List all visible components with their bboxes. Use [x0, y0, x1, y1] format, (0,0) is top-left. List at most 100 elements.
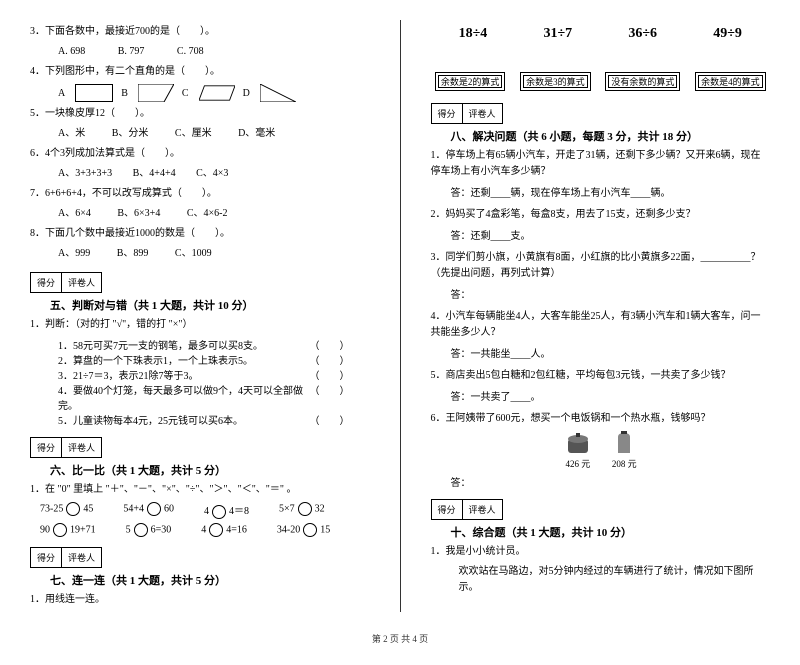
- box-rem-0: 没有余数的算式: [605, 72, 680, 91]
- p6-ans: 答：: [451, 474, 771, 489]
- p5: 5．商店卖出5包白糖和2包红糖，平均每包3元钱，一共卖了多少钱？: [431, 368, 771, 384]
- compare-row-2: 9019+71 56=30 44=16 34-2015: [40, 523, 370, 537]
- j3-row: 3．21÷7＝3，表示21除7等于3。（ ）: [30, 367, 370, 382]
- p1-ans: 答：还剩____辆，现在停车场上有小汽车____辆。: [451, 184, 771, 199]
- triangle-shape: [260, 84, 296, 102]
- q7-a: A、6×4: [58, 208, 91, 219]
- right-column: 18÷4 31÷7 36÷6 49÷9 余数是2的算式 余数是3的算式 没有余数…: [431, 20, 771, 612]
- q3-a: A. 698: [58, 46, 85, 57]
- q5-c: C、厘米: [175, 128, 212, 139]
- p5-ans: 答：一共卖了____。: [451, 388, 771, 403]
- p3-ans: 答：: [451, 286, 771, 301]
- score-label-8: 得分: [431, 103, 463, 124]
- q7-stem: 7．6+6+6+4，不可以改写成算式（ ）。: [30, 186, 370, 202]
- score-label: 得分: [30, 272, 62, 293]
- left-column: 3．下面各数中，最接近700的是（ ）。 A. 698 B. 797 C. 70…: [30, 20, 370, 612]
- q6-b: B、4+4+4: [133, 168, 176, 179]
- j1-row: 1．58元可买7元一支的钢笔，最多可以买8支。（ ）: [30, 337, 370, 352]
- q7-b: B、6×3+4: [117, 208, 160, 219]
- q8-stem: 8．下面几个数中最接近1000的数是（ ）。: [30, 226, 370, 242]
- q8-b: B、899: [117, 248, 149, 259]
- section-7-title: 七、连一连（共 1 大题，共计 5 分）: [50, 572, 226, 588]
- c-1b: 54+460: [123, 502, 174, 519]
- p4-ans: 答：一共能坐____人。: [451, 345, 771, 360]
- c-2b: 56=30: [126, 523, 172, 537]
- link-stem: 1．用线连一连。: [30, 592, 370, 608]
- q5-b: B、分米: [112, 128, 149, 139]
- j5: 5．儿童读物每本4元，25元钱可以买6本。: [58, 412, 310, 427]
- q6-c: C、4×3: [196, 168, 228, 179]
- j4: 4．要做40个灯笼，每天最多可以做9个，4天可以全部做完。: [58, 382, 310, 412]
- j4-row: 4．要做40个灯笼，每天最多可以做9个，4天可以全部做完。（ ）: [30, 382, 370, 412]
- remainder-boxes: 余数是2的算式 余数是3的算式 没有余数的算式 余数是4的算式: [431, 72, 771, 91]
- c-2a: 9019+71: [40, 523, 96, 537]
- score-box-10: 得分 评卷人: [431, 499, 771, 520]
- score-label-6: 得分: [30, 437, 62, 458]
- parallelogram-shape: [199, 85, 235, 101]
- box-rem-3: 余数是3的算式: [520, 72, 591, 91]
- div-2: 31÷7: [543, 26, 572, 42]
- j5-paren: （ ）: [310, 412, 350, 427]
- circle-blank: [303, 523, 317, 537]
- thermos-icon: 208 元: [612, 431, 637, 470]
- column-divider: [400, 20, 401, 612]
- p4: 4．小汽车每辆能坐4人，大客车能坐25人，有3辆小汽车和1辆大客车，问一共能坐多…: [431, 309, 771, 341]
- q7-c: C、4×6-2: [187, 208, 228, 219]
- j3-paren: （ ）: [310, 367, 350, 382]
- circle-blank: [209, 523, 223, 537]
- price-1: 426 元: [564, 457, 592, 470]
- t2: 欢欢站在马路边，对5分钟内经过的车辆进行了统计，情况如下图所示。: [431, 564, 771, 596]
- div-1: 18÷4: [459, 26, 488, 42]
- div-3: 36÷6: [628, 26, 657, 42]
- c-2d: 34-2015: [277, 523, 330, 537]
- q6-stem: 6．4个3列成加法算式是（ ）。: [30, 146, 370, 162]
- j1: 1．58元可买7元一支的钢笔，最多可以买8支。: [58, 337, 310, 352]
- j5-row: 5．儿童读物每本4元，25元钱可以买6本。（ ）: [30, 412, 370, 427]
- section-5-title: 五、判断对与错（共 1 大题，共计 10 分）: [50, 297, 254, 313]
- p6-images: 426 元 208 元: [431, 431, 771, 470]
- circle-blank: [298, 502, 312, 516]
- score-box-6: 得分 评卷人: [30, 437, 370, 458]
- q3-b: B. 797: [118, 46, 145, 57]
- page-container: 3．下面各数中，最接近700的是（ ）。 A. 698 B. 797 C. 70…: [30, 20, 770, 612]
- q3-options: A. 698 B. 797 C. 708: [30, 44, 370, 60]
- c-1d: 5×732: [279, 502, 325, 519]
- q4-lb: B: [121, 88, 128, 99]
- q4-ld: D: [243, 88, 250, 99]
- q3-c: C. 708: [177, 46, 204, 57]
- compare-row-1: 73-2545 54+460 44＝8 5×732: [40, 502, 370, 519]
- compare-stem: 1．在 "0" 里填上 "＋"、"－"、"×"、"÷"、"＞"、"＜"、"＝" …: [30, 482, 370, 498]
- grader-label: 评卷人: [62, 272, 102, 293]
- q8-a: A、999: [58, 248, 90, 259]
- circle-blank: [134, 523, 148, 537]
- j1-paren: （ ）: [310, 337, 350, 352]
- q5-a: A、米: [58, 128, 85, 139]
- trapezoid-shape: [138, 84, 174, 102]
- grader-label-6: 评卷人: [62, 437, 102, 458]
- div-4: 49÷9: [713, 26, 742, 42]
- t1: 1．我是小小统计员。: [431, 544, 771, 560]
- circle-blank: [212, 505, 226, 519]
- p2: 2．妈妈买了4盒彩笔，每盒8支，用去了15支，还剩多少支？: [431, 207, 771, 223]
- q7-options: A、6×4 B、6×3+4 C、4×6-2: [30, 206, 370, 222]
- j2: 2．算盘的一个下珠表示1，一个上珠表示5。: [58, 352, 310, 367]
- judge-stem: 1．判断：（对的打 "√"，错的打 "×"）: [30, 317, 370, 333]
- q6-options: A、3+3+3+3 B、4+4+4 C、4×3: [30, 166, 370, 182]
- q5-d: D、毫米: [238, 128, 275, 139]
- grader-label-10: 评卷人: [463, 499, 503, 520]
- rectangle-shape: [75, 84, 113, 102]
- section-10-title: 十、综合题（共 1 大题，共计 10 分）: [451, 524, 633, 540]
- price-2: 208 元: [612, 457, 637, 470]
- box-rem-4: 余数是4的算式: [695, 72, 766, 91]
- circle-blank: [66, 502, 80, 516]
- section-8-title: 八、解决问题（共 6 小题，每题 3 分，共计 18 分）: [451, 128, 699, 144]
- circle-blank: [147, 502, 161, 516]
- q4-lc: C: [182, 88, 189, 99]
- grader-label-8: 评卷人: [463, 103, 503, 124]
- q8-c: C、1009: [175, 248, 212, 259]
- q3-stem: 3．下面各数中，最接近700的是（ ）。: [30, 24, 370, 40]
- section-6-title: 六、比一比（共 1 大题，共计 5 分）: [50, 462, 226, 478]
- circle-blank: [53, 523, 67, 537]
- p2-ans: 答：还剩____支。: [451, 227, 771, 242]
- division-expressions: 18÷4 31÷7 36÷6 49÷9: [431, 26, 771, 42]
